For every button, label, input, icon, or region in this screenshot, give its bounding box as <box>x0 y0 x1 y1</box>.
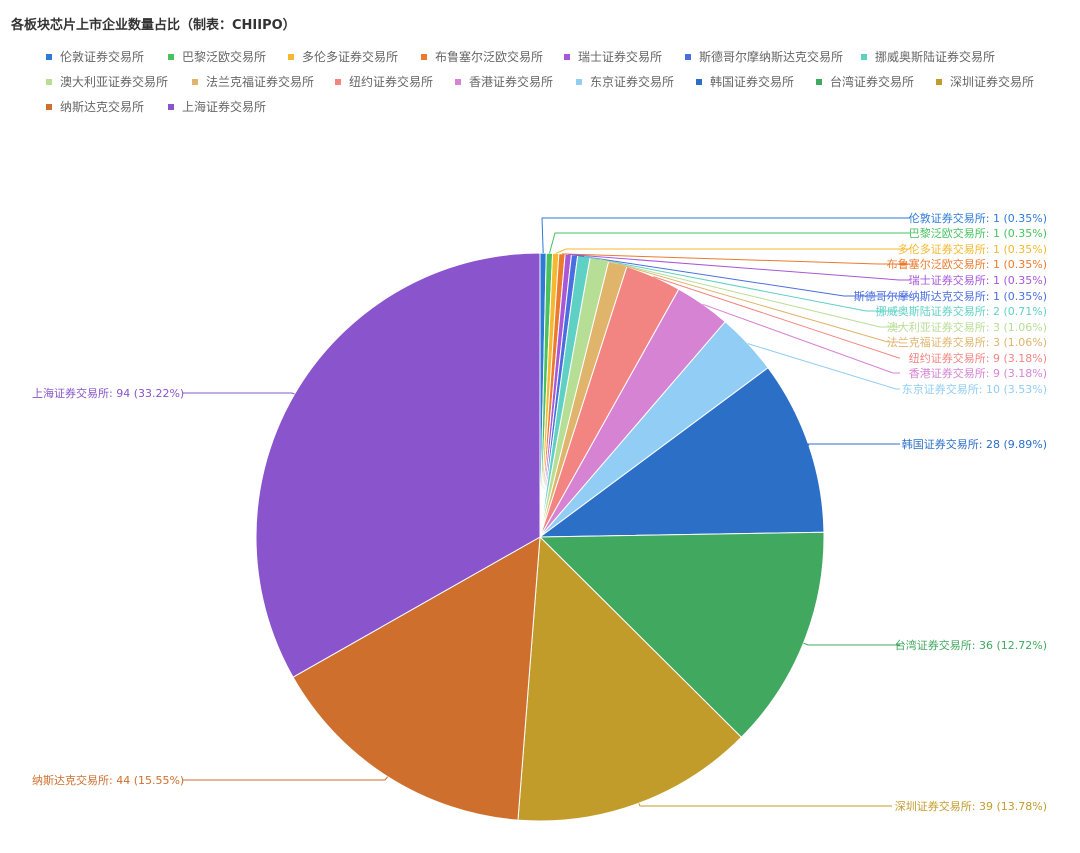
legend-item[interactable]: 上海证券交易所 <box>168 100 266 114</box>
legend-swatch <box>936 78 942 85</box>
legend-item[interactable]: 韩国证券交易所 <box>696 75 794 89</box>
pie-slice[interactable] <box>517 535 743 822</box>
data-label: 纽约证券交易所: 9 (3.18%) <box>909 351 1047 365</box>
legend-label: 东京证券交易所 <box>590 75 675 89</box>
legend-item[interactable]: 斯德哥尔摩纳斯达克交易所 <box>685 50 843 64</box>
legend-swatch <box>335 78 341 85</box>
data-label: 瑞士证券交易所: 1 (0.35%) <box>909 273 1047 287</box>
data-label: 澳大利亚证券交易所: 3 (1.06%) <box>887 320 1047 334</box>
label-leader-line <box>541 217 910 254</box>
data-label: 香港证券交易所: 9 (3.18%) <box>909 366 1047 380</box>
legend-item[interactable]: 东京证券交易所 <box>576 75 674 89</box>
label-leader-line <box>617 263 900 343</box>
legend-item[interactable]: 台湾证券交易所 <box>816 75 914 89</box>
legend-item[interactable]: 伦敦证券交易所 <box>46 50 144 64</box>
legend-swatch <box>46 103 52 110</box>
label-leader-line <box>747 343 900 390</box>
legend-label: 斯德哥尔摩纳斯达克交易所 <box>699 50 844 64</box>
legend-item[interactable]: 澳大利亚证券交易所 <box>46 75 168 89</box>
data-label: 巴黎泛欧交易所: 1 (0.35%) <box>909 226 1047 240</box>
legend-swatch <box>455 78 461 85</box>
legend-label: 伦敦证券交易所 <box>60 50 145 64</box>
legend-label: 纳斯达克交易所 <box>60 100 145 114</box>
data-label: 东京证券交易所: 10 (3.53%) <box>902 382 1047 396</box>
label-leader-line <box>807 443 900 446</box>
legend-swatch <box>685 53 691 60</box>
label-leader-line <box>574 254 910 297</box>
legend-item[interactable]: 法兰克福证券交易所 <box>192 75 314 89</box>
label-leader-line <box>803 642 900 646</box>
data-label: 多伦多证券交易所: 1 (0.35%) <box>898 242 1047 256</box>
data-label: 布鲁塞尔泛欧交易所: 1 (0.35%) <box>887 257 1047 271</box>
data-label: 台湾证券交易所: 36 (12.72%) <box>895 638 1047 652</box>
legend-swatch <box>46 78 52 85</box>
label-leader-line <box>702 303 900 374</box>
legend-label: 韩国证券交易所 <box>710 75 795 89</box>
label-leader-line <box>549 232 910 254</box>
legend-label: 多伦多证券交易所 <box>302 50 399 64</box>
legend-label: 深圳证券交易所 <box>950 75 1035 89</box>
data-label: 深圳证券交易所: 39 (13.78%) <box>895 799 1047 813</box>
legend-label: 布鲁塞尔泛欧交易所 <box>435 50 544 64</box>
legend-label: 台湾证券交易所 <box>830 75 915 89</box>
label-leader-line <box>555 248 910 254</box>
legend-item[interactable]: 瑞士证券交易所 <box>564 50 662 64</box>
legend-swatch <box>816 78 822 85</box>
legend-swatch <box>564 53 570 60</box>
legend-item[interactable]: 挪威奥斯陆证券交易所 <box>861 50 995 64</box>
data-label: 上海证券交易所: 94 (33.22%) <box>32 386 184 400</box>
data-label: 斯德哥尔摩纳斯达克交易所: 1 (0.35%) <box>854 289 1047 303</box>
legend-label: 巴黎泛欧交易所 <box>182 50 267 64</box>
label-leader-line <box>183 392 295 395</box>
legend-label: 上海证券交易所 <box>182 100 267 114</box>
legend-item[interactable]: 多伦多证券交易所 <box>288 50 398 64</box>
data-label: 纳斯达克交易所: 44 (15.55%) <box>32 773 184 787</box>
label-leader-line <box>583 255 900 312</box>
data-label: 伦敦证券交易所: 1 (0.35%) <box>909 211 1047 225</box>
legend-swatch <box>576 78 582 85</box>
pie-slice[interactable] <box>538 367 825 538</box>
legend-swatch <box>288 53 294 60</box>
legend-swatch <box>192 78 198 85</box>
legend-swatch <box>168 53 174 60</box>
label-leader-line <box>568 253 910 281</box>
label-leader-line <box>561 253 910 265</box>
legend-item[interactable]: 深圳证券交易所 <box>936 75 1034 89</box>
legend-swatch <box>168 103 174 110</box>
legend-item[interactable]: 香港证券交易所 <box>455 75 553 89</box>
legend-swatch <box>696 78 702 85</box>
legend-label: 挪威奥斯陆证券交易所 <box>875 50 996 64</box>
data-label: 挪威奥斯陆证券交易所: 2 (0.71%) <box>876 304 1047 318</box>
legend-swatch <box>421 53 427 60</box>
data-label: 法兰克福证券交易所: 3 (1.06%) <box>887 335 1047 349</box>
legend-item[interactable]: 布鲁塞尔泛欧交易所 <box>421 50 543 64</box>
legend-label: 澳大利亚证券交易所 <box>60 75 169 89</box>
legend-swatch <box>861 53 867 60</box>
pie-slice[interactable] <box>255 252 541 678</box>
legend-label: 瑞士证券交易所 <box>578 50 663 64</box>
data-label: 韩国证券交易所: 28 (9.89%) <box>902 437 1047 451</box>
label-leader-line <box>183 776 389 781</box>
chart-title: 各板块芯片上市企业数量占比（制表：CHIIPO） <box>11 18 296 33</box>
pie-slice[interactable] <box>538 531 825 738</box>
label-leader-line <box>653 276 900 359</box>
legend-item[interactable]: 纳斯达克交易所 <box>46 100 144 114</box>
legend-item[interactable]: 纽约证券交易所 <box>335 75 433 89</box>
legend-item[interactable]: 巴黎泛欧交易所 <box>168 50 266 64</box>
label-leader-line <box>599 258 900 328</box>
legend-swatch <box>46 53 52 60</box>
label-leader-line <box>638 803 892 807</box>
legend-label: 香港证券交易所 <box>469 75 554 89</box>
legend-label: 纽约证券交易所 <box>349 75 434 89</box>
legend-label: 法兰克福证券交易所 <box>206 75 315 89</box>
